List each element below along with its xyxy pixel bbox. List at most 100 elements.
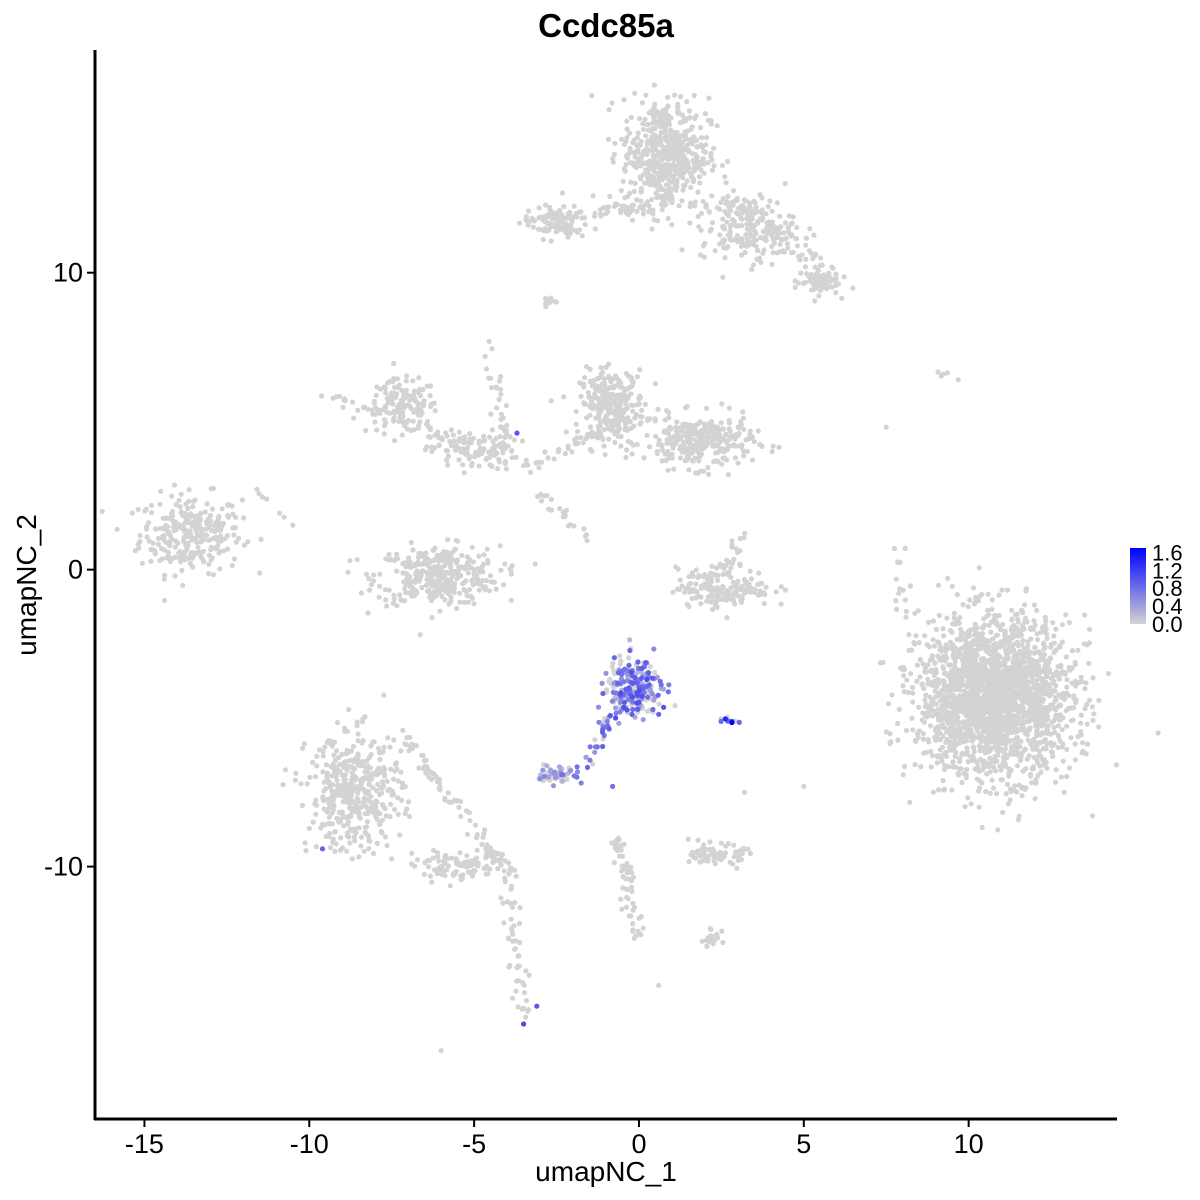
scatter-point [949, 699, 956, 705]
scatter-point [820, 278, 826, 284]
scatter-point [1113, 762, 1120, 768]
scatter-point [966, 702, 972, 708]
scatter-point [561, 394, 567, 400]
scatter-point [979, 780, 985, 786]
scatter-point [470, 559, 476, 565]
scatter-point [980, 625, 986, 631]
scatter-point [932, 660, 938, 666]
scatter-point [733, 582, 739, 589]
scatter-point [638, 138, 644, 144]
scatter-point [721, 591, 727, 597]
scatter-point [737, 562, 743, 569]
scatter-point [668, 438, 675, 444]
scatter-point [467, 431, 473, 437]
scatter-point [1041, 745, 1047, 752]
scatter-point [697, 180, 703, 186]
scatter-point [442, 597, 448, 603]
scatter-point [414, 568, 420, 574]
scatter-point [386, 557, 392, 563]
scatter-point [674, 438, 680, 444]
scatter-point [968, 801, 974, 807]
scatter-point [666, 139, 672, 145]
scatter-point [653, 134, 659, 140]
scatter-point [675, 566, 681, 572]
scatter-point [929, 680, 935, 686]
scatter-point [1012, 783, 1018, 789]
scatter-point [177, 504, 183, 510]
scatter-point [1063, 612, 1069, 618]
scatter-point [480, 577, 486, 584]
scatter-point [914, 662, 921, 668]
scatter-point [719, 162, 726, 169]
scatter-point [738, 214, 744, 221]
scatter-point [900, 683, 906, 689]
scatter-point [683, 429, 689, 435]
scatter-point [1064, 677, 1070, 683]
scatter-point [767, 198, 773, 204]
scatter-point [581, 381, 587, 387]
scatter-point [360, 758, 366, 765]
scatter-point [448, 563, 454, 569]
scatter-point [547, 204, 553, 210]
scatter-point [664, 440, 670, 446]
scatter-point [739, 252, 745, 258]
scatter-point [215, 542, 221, 549]
scatter-point [399, 432, 405, 438]
scatter-point [193, 525, 199, 532]
scatter-point [631, 138, 637, 144]
scatter-point [481, 433, 487, 439]
scatter-point [690, 450, 696, 456]
scatter-point [230, 525, 236, 531]
scatter-point [701, 254, 707, 260]
scatter-point [364, 805, 371, 812]
scatter-point [366, 576, 372, 582]
scatter-point [941, 683, 947, 689]
scatter-point [635, 130, 641, 136]
scatter-point [508, 567, 514, 573]
scatter-point [433, 566, 440, 572]
scatter-point [807, 226, 813, 232]
scatter-point [628, 179, 634, 185]
scatter-point [392, 438, 398, 444]
scatter-point [575, 429, 581, 435]
scatter-point [665, 103, 671, 110]
scatter-point [696, 593, 702, 599]
scatter-point [411, 592, 417, 598]
scatter-point [720, 195, 726, 202]
scatter-point [652, 381, 659, 387]
scatter-point [391, 557, 398, 564]
scatter-point [961, 719, 967, 725]
scatter-point [743, 232, 749, 238]
scatter-point [146, 520, 152, 526]
scatter-point [1030, 737, 1036, 743]
scatter-point [965, 674, 971, 680]
scatter-point [636, 401, 642, 407]
scatter-point [782, 181, 788, 187]
scatter-point [457, 590, 463, 596]
scatter-point [587, 366, 593, 372]
scatter-point [643, 92, 649, 98]
scatter-point [1057, 643, 1063, 649]
scatter-point [472, 454, 478, 460]
scatter-point [684, 601, 690, 607]
scatter-point [1038, 769, 1044, 775]
scatter-point [1015, 616, 1021, 622]
scatter-point [638, 188, 644, 194]
scatter-point [1040, 757, 1046, 763]
scatter-point [329, 763, 335, 769]
scatter-point [525, 208, 532, 214]
scatter-point [998, 746, 1004, 752]
scatter-point [634, 374, 641, 380]
scatter-point [727, 428, 733, 434]
scatter-point [394, 568, 400, 574]
scatter-point [740, 409, 746, 415]
scatter-point [940, 733, 946, 739]
scatter-point [939, 744, 946, 750]
scatter-point [129, 510, 135, 516]
scatter-point [995, 658, 1001, 664]
scatter-point [788, 221, 794, 227]
scatter-point [1044, 741, 1050, 747]
scatter-point [917, 674, 923, 680]
scatter-point [744, 221, 750, 227]
scatter-point [659, 442, 665, 448]
